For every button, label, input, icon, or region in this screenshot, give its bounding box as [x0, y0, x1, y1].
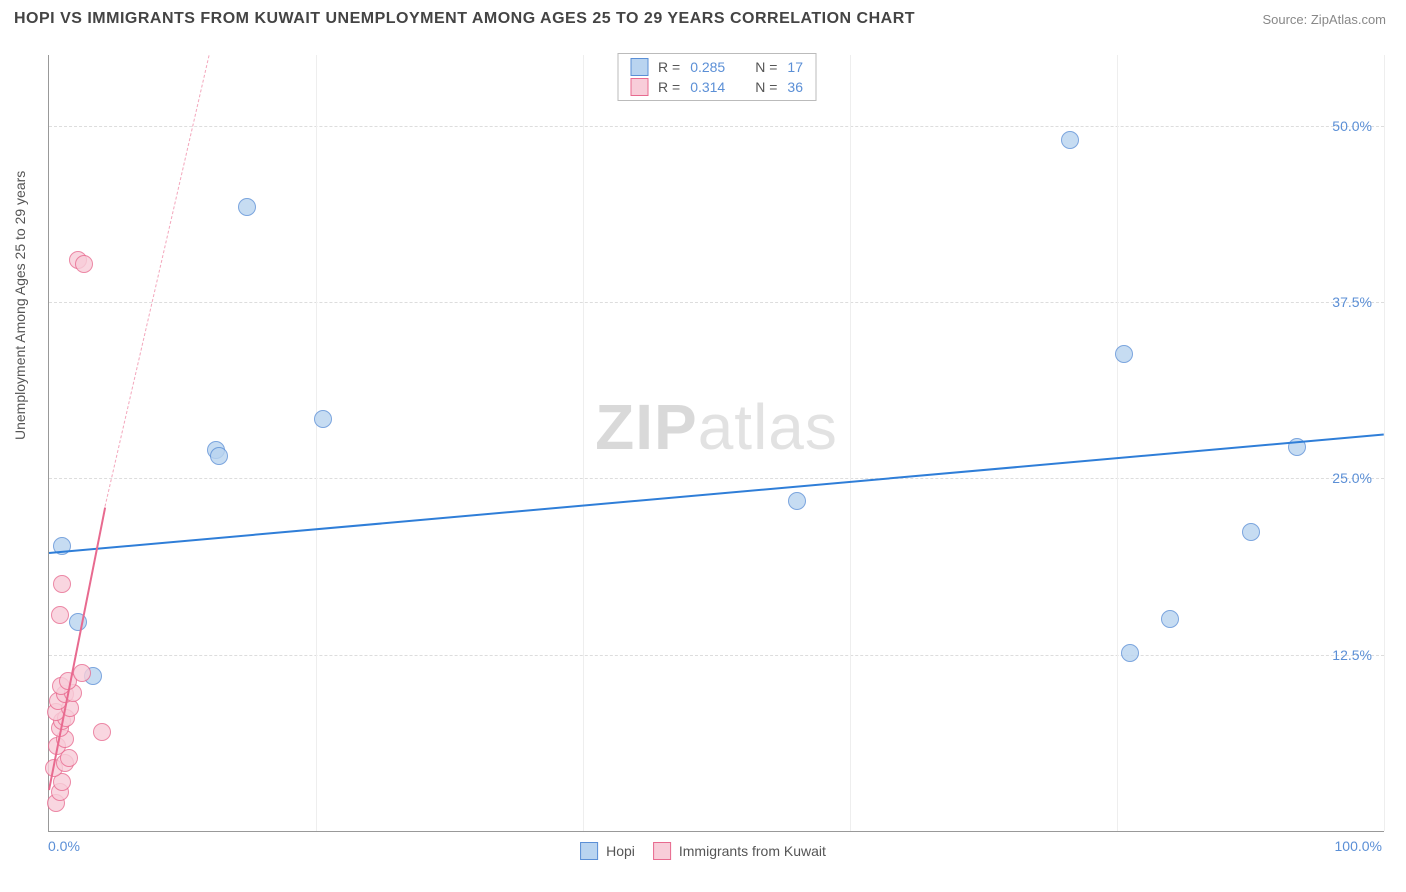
n-value: 17: [787, 59, 803, 75]
legend-stats: R = 0.285 N = 17 R = 0.314 N = 36: [617, 53, 816, 101]
data-point-hopi: [69, 613, 87, 631]
x-tick-max: 100.0%: [1335, 838, 1382, 854]
data-point-hopi: [210, 447, 228, 465]
data-point-hopi: [314, 410, 332, 428]
data-point-kuwait: [75, 255, 93, 273]
data-point-hopi: [1121, 644, 1139, 662]
data-point-hopi: [788, 492, 806, 510]
trend-line: [105, 55, 210, 507]
legend-stats-row: R = 0.285 N = 17: [630, 58, 803, 76]
y-tick-label: 12.5%: [1332, 647, 1372, 663]
gridline-h: [49, 126, 1384, 127]
gridline-v: [1117, 55, 1118, 831]
data-point-hopi: [1161, 610, 1179, 628]
data-point-hopi: [1061, 131, 1079, 149]
legend-item-hopi: Hopi: [580, 842, 635, 860]
n-value: 36: [787, 79, 803, 95]
legend-swatch-hopi: [630, 58, 648, 76]
chart-title: HOPI VS IMMIGRANTS FROM KUWAIT UNEMPLOYM…: [14, 10, 915, 28]
data-point-kuwait: [73, 664, 91, 682]
scatter-chart: ZIPatlas R = 0.285 N = 17 R = 0.314 N = …: [48, 55, 1384, 832]
data-point-hopi: [238, 198, 256, 216]
data-point-kuwait: [53, 575, 71, 593]
gridline-h: [49, 478, 1384, 479]
data-point-kuwait: [51, 606, 69, 624]
legend-swatch-hopi: [580, 842, 598, 860]
source-label: Source: ZipAtlas.com: [1262, 12, 1386, 27]
y-tick-label: 37.5%: [1332, 294, 1372, 310]
chart-header: HOPI VS IMMIGRANTS FROM KUWAIT UNEMPLOYM…: [0, 0, 1406, 34]
gridline-h: [49, 302, 1384, 303]
legend-stats-row: R = 0.314 N = 36: [630, 78, 803, 96]
data-point-hopi: [1115, 345, 1133, 363]
trend-line: [49, 433, 1384, 554]
legend-item-kuwait: Immigrants from Kuwait: [653, 842, 826, 860]
gridline-v: [850, 55, 851, 831]
legend-swatch-kuwait: [653, 842, 671, 860]
y-tick-label: 50.0%: [1332, 118, 1372, 134]
gridline-v: [1384, 55, 1385, 831]
gridline-v: [316, 55, 317, 831]
legend-series: Hopi Immigrants from Kuwait: [580, 842, 826, 860]
legend-swatch-kuwait: [630, 78, 648, 96]
gridline-h: [49, 655, 1384, 656]
data-point-hopi: [1242, 523, 1260, 541]
r-value: 0.314: [690, 79, 725, 95]
y-tick-label: 25.0%: [1332, 470, 1372, 486]
y-axis-label: Unemployment Among Ages 25 to 29 years: [12, 171, 28, 440]
data-point-kuwait: [93, 723, 111, 741]
r-value: 0.285: [690, 59, 725, 75]
x-tick-min: 0.0%: [48, 838, 80, 854]
watermark: ZIPatlas: [595, 390, 838, 464]
gridline-v: [583, 55, 584, 831]
